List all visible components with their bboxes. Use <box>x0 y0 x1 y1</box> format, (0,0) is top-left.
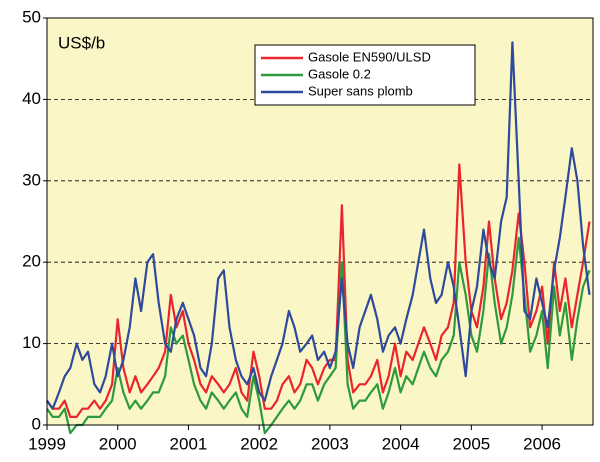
x-tick-label: 1999 <box>28 434 66 453</box>
legend-label: Super sans plomb <box>308 83 413 98</box>
x-tick-label: 2006 <box>523 434 561 453</box>
legend-label: Gasole EN590/ULSD <box>308 49 431 64</box>
y-tick-label: 20 <box>22 252 41 271</box>
x-tick-label: 2003 <box>311 434 349 453</box>
y-tick-label: 50 <box>22 7 41 26</box>
plot-frame <box>46 17 594 426</box>
series-line <box>46 41 591 410</box>
unit-annotation: US$/b <box>58 33 105 52</box>
x-tick-label: 2004 <box>382 434 420 453</box>
x-tick-label: 2005 <box>452 434 490 453</box>
y-tick-label: 0 <box>32 414 41 433</box>
series-line <box>46 163 591 418</box>
x-tick-label: 2000 <box>99 434 137 453</box>
y-tick-label: 10 <box>22 333 41 352</box>
x-tick-label: 2001 <box>170 434 208 453</box>
y-tick-label: 30 <box>22 170 41 189</box>
y-tick-label: 40 <box>22 89 41 108</box>
legend-label: Gasole 0.2 <box>308 66 371 81</box>
x-tick-label: 2002 <box>240 434 278 453</box>
series-line <box>46 236 591 435</box>
